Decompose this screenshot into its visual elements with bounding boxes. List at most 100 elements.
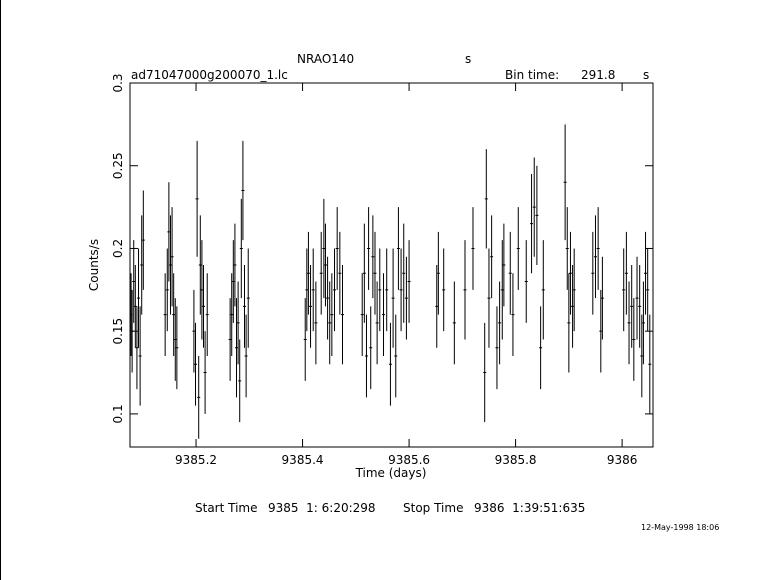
chart-title: NRAO140	[297, 52, 354, 66]
error-bar	[319, 231, 323, 315]
error-bar	[502, 223, 506, 307]
error-bar	[362, 223, 366, 323]
error-bar	[195, 140, 199, 257]
error-bar	[375, 281, 379, 365]
error-bar	[373, 231, 377, 315]
x-axis-label: Time (days)	[355, 466, 427, 480]
error-bar	[314, 281, 318, 365]
error-bar	[641, 281, 645, 365]
error-bar	[330, 273, 334, 356]
y-tick-label: 0.2	[111, 239, 125, 258]
error-bar	[404, 256, 408, 340]
stop-time: 9386 1:39:51:635	[474, 501, 585, 515]
error-bar	[303, 298, 307, 381]
error-bar	[233, 223, 237, 307]
error-bar	[140, 215, 144, 315]
error-bar	[640, 314, 644, 398]
error-bar	[394, 314, 398, 398]
error-bar	[596, 207, 600, 290]
error-bar	[138, 306, 142, 406]
filename: ad71047000g200070_1.lc	[131, 68, 288, 82]
error-bar	[483, 322, 487, 423]
error-bar	[243, 265, 247, 348]
error-bar	[530, 174, 534, 274]
error-bar	[385, 248, 389, 332]
error-bar	[231, 240, 235, 323]
error-bar	[407, 240, 411, 323]
y-tick-label: 0.15	[111, 318, 125, 345]
error-bar	[323, 223, 327, 307]
error-bar	[391, 248, 395, 348]
error-bar	[565, 207, 569, 290]
error-bar	[167, 182, 171, 282]
error-bar	[194, 322, 198, 406]
error-bar	[201, 265, 205, 348]
error-bar	[364, 314, 368, 398]
error-bar	[228, 298, 232, 381]
error-bar	[516, 207, 520, 290]
start-time-label: Start Time	[195, 501, 258, 515]
bin-time-label: Bin time:	[505, 68, 559, 82]
error-bar	[524, 240, 528, 323]
error-bar	[627, 281, 631, 365]
error-bar	[203, 331, 207, 414]
error-bar	[367, 207, 371, 290]
y-tick-label: 0.25	[111, 152, 125, 179]
error-bar	[635, 256, 639, 340]
error-bar	[382, 273, 386, 356]
error-bar	[535, 165, 539, 265]
error-bar	[132, 240, 136, 323]
error-bar	[599, 289, 603, 373]
stop-time-label: Stop Time	[403, 501, 463, 515]
error-bar	[137, 248, 141, 348]
error-bar	[141, 190, 145, 290]
bin-time: 291.8	[581, 68, 615, 82]
error-bar	[402, 223, 406, 323]
error-bar	[360, 273, 364, 356]
error-bar	[133, 265, 137, 348]
error-bar	[568, 231, 572, 315]
error-bar	[197, 356, 201, 439]
error-bar	[244, 314, 248, 398]
error-bar	[532, 157, 536, 257]
error-bar	[436, 231, 440, 315]
error-bar	[246, 248, 250, 348]
error-bar	[487, 248, 491, 348]
error-bar	[600, 256, 604, 340]
error-bar	[163, 273, 167, 356]
error-bar	[500, 240, 504, 340]
error-bar	[371, 215, 375, 299]
error-bar	[563, 124, 567, 241]
error-bar	[630, 265, 634, 348]
error-bar	[238, 339, 242, 423]
error-bar	[495, 306, 499, 390]
error-bar	[200, 240, 204, 340]
error-bar	[175, 306, 179, 390]
error-bar	[591, 231, 595, 315]
error-bar	[309, 265, 313, 348]
y-tick-label: 0.1	[111, 404, 125, 423]
error-bar	[335, 207, 339, 290]
error-bar	[311, 248, 315, 332]
error-bar	[622, 248, 626, 332]
date-stamp: 12-May-1998 18:06	[641, 523, 719, 532]
error-bar	[648, 314, 652, 414]
title-suffix: s	[465, 52, 471, 66]
x-tick-label: 9385.8	[495, 453, 537, 467]
error-bar	[632, 298, 636, 381]
y-tick-label: 0.3	[111, 73, 125, 92]
error-bar	[638, 265, 642, 348]
y-axis-label: Counts/s	[87, 239, 101, 291]
error-bar	[511, 273, 515, 356]
error-bar	[571, 265, 575, 348]
error-bar	[396, 207, 400, 290]
error-bar	[130, 289, 134, 373]
error-bar	[198, 215, 202, 315]
error-bar	[170, 207, 174, 307]
error-bar	[572, 248, 576, 332]
error-bar	[539, 306, 543, 390]
error-bar	[241, 140, 245, 241]
error-bar	[498, 281, 502, 365]
error-bar	[484, 149, 488, 249]
error-bar	[399, 248, 403, 332]
